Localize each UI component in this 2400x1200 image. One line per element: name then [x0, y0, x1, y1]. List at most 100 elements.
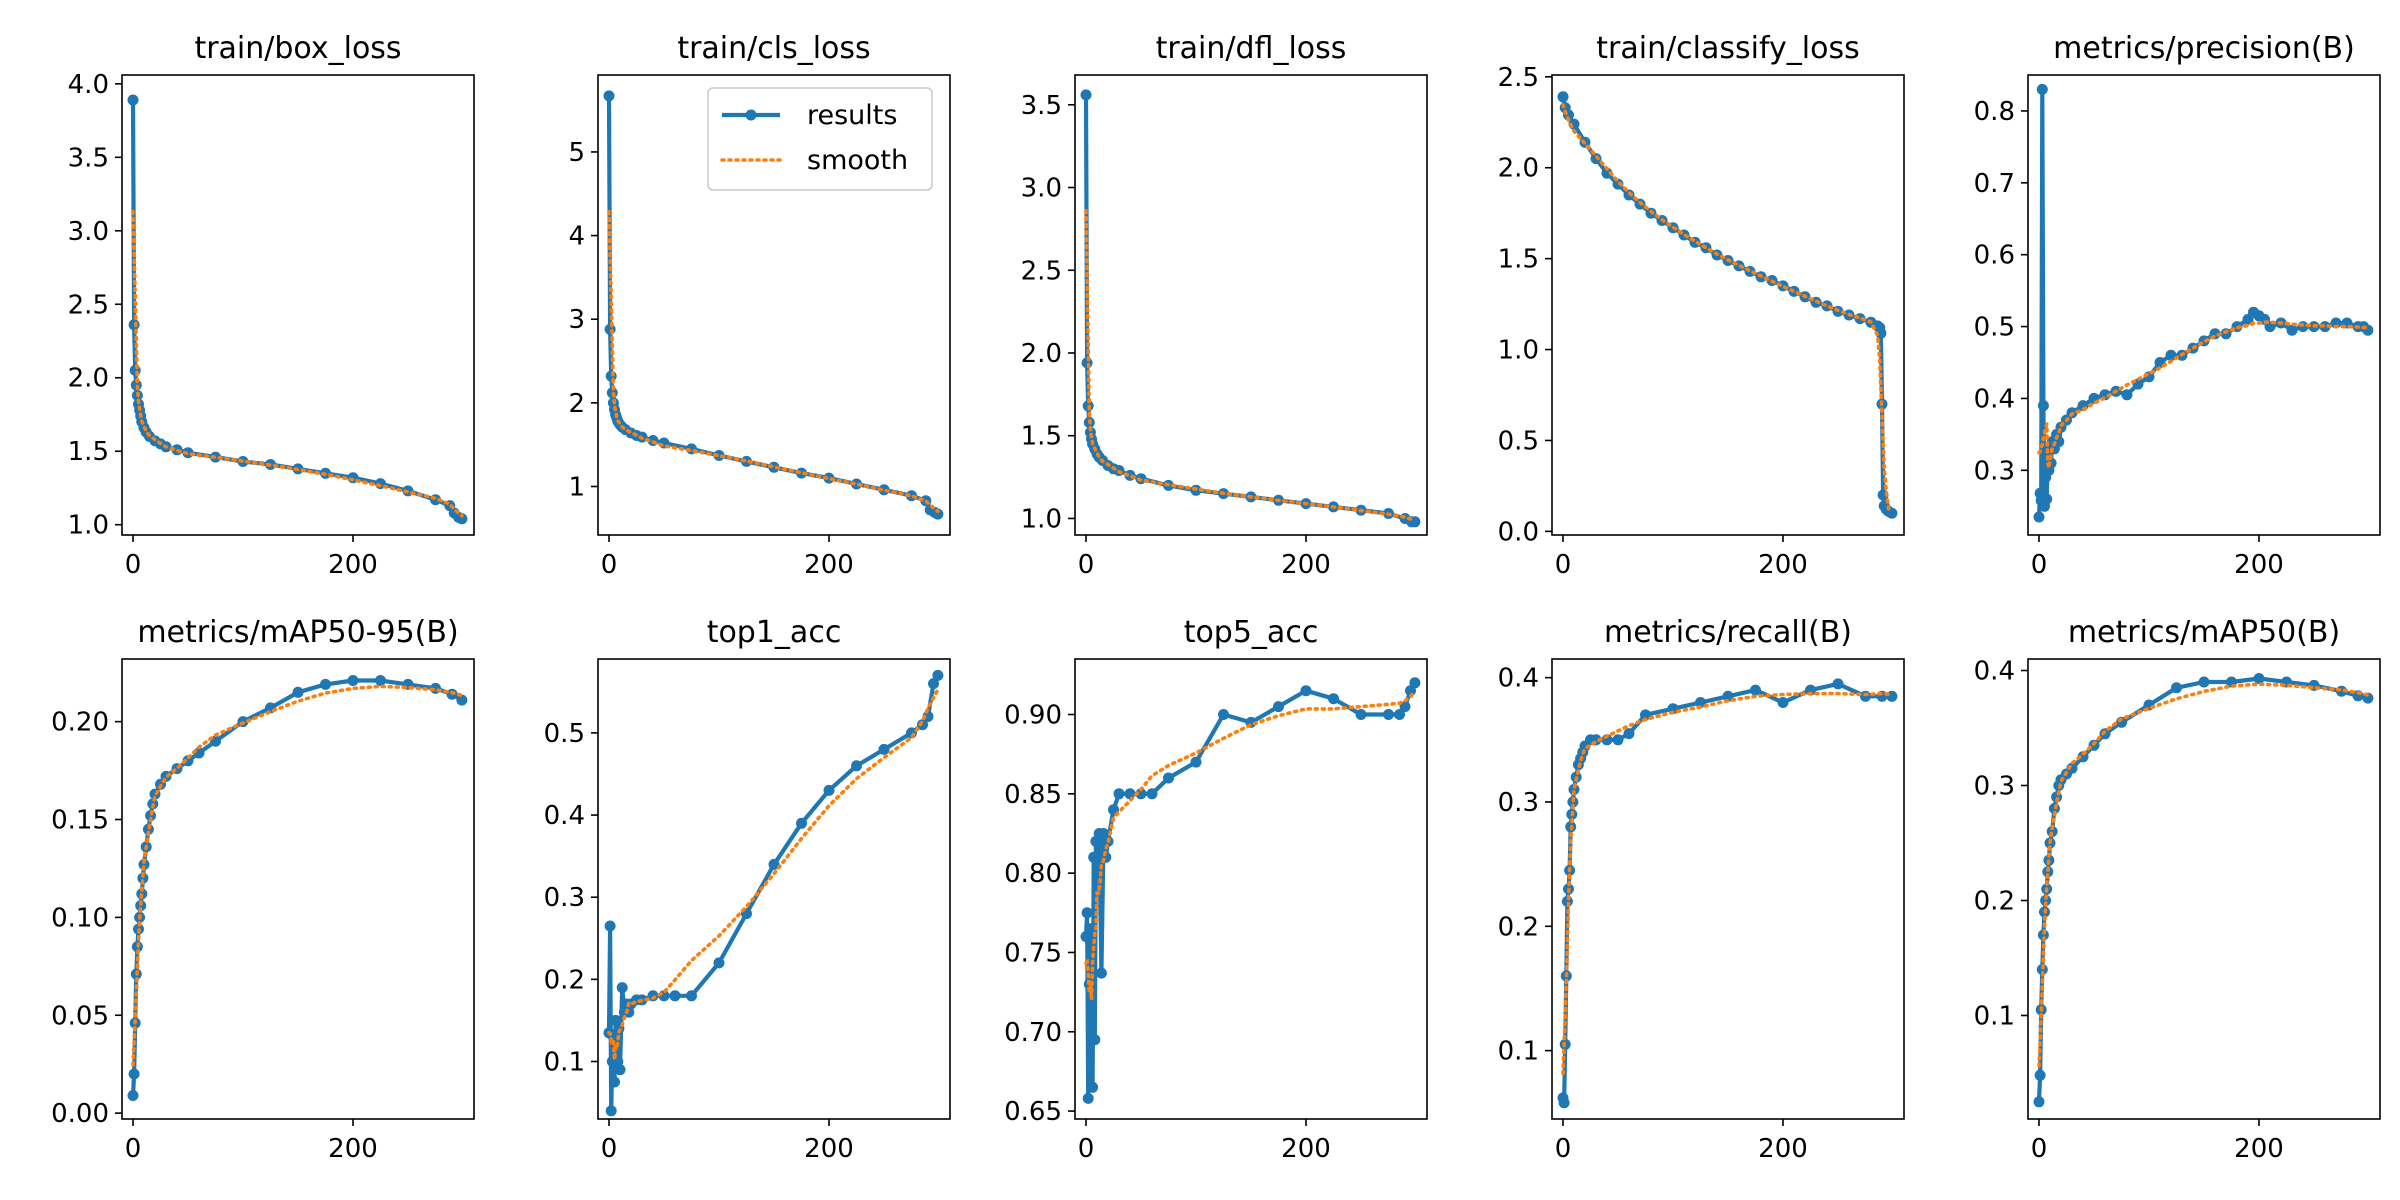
x-tick-label: 200: [2234, 1134, 2284, 1164]
y-tick-label: 2.0: [1021, 339, 1062, 369]
y-tick-label: 0.1: [1974, 1002, 2015, 1032]
results-point: [456, 513, 468, 525]
results-point: [2037, 400, 2049, 412]
results-point: [292, 686, 304, 698]
results-point: [1300, 685, 1312, 697]
results-point: [2041, 493, 2053, 505]
results-point: [604, 920, 616, 932]
subplot-4: metrics/precision(B) 0 200 0.3 0.4 0.5 0.6 0.7 0…: [1974, 31, 2381, 580]
legend-results-marker: [745, 109, 757, 121]
smooth-line: [1561, 691, 1894, 1076]
results-point: [851, 760, 862, 772]
legend: results smooth: [707, 87, 933, 191]
axes-frame: [1551, 74, 1905, 536]
x-tick-label: 0: [125, 1134, 142, 1164]
results-line: [1083, 92, 1418, 524]
results-point: [1135, 788, 1147, 800]
results-point: [1558, 1097, 1570, 1109]
subplot-title: train/cls_loss: [677, 31, 870, 66]
y-tick-label: 0.8: [1974, 97, 2015, 127]
results-line: [2036, 87, 2370, 520]
results-point: [2034, 1069, 2046, 1081]
y-tick-label: 1.5: [68, 437, 109, 467]
results-point: [616, 982, 628, 994]
x-tick-label: 0: [2031, 1134, 2048, 1164]
subplot-title: top1_acc: [707, 615, 842, 650]
results-point: [1568, 784, 1580, 795]
results-point: [1113, 788, 1125, 800]
subplot-8: metrics/recall(B) 0 200 0.1 0.2 0.3 0.4: [1498, 615, 1905, 1164]
smooth-line: [131, 684, 464, 1067]
x-tick-label: 200: [1281, 1134, 1331, 1164]
y-tick-label: 0.3: [1498, 788, 1539, 818]
results-line: [2036, 676, 2370, 1104]
y-tick-label: 1.0: [1498, 336, 1539, 366]
subplot-title: metrics/mAP50-95(B): [137, 615, 458, 650]
results-point: [932, 508, 944, 520]
subplot-9: metrics/mAP50(B) 0 200 0.1 0.2 0.3 0.4: [1974, 615, 2381, 1164]
y-tick-label: 0.05: [51, 1001, 109, 1031]
y-tick-label: 4.0: [68, 70, 109, 100]
results-point: [320, 678, 331, 690]
y-tick-label: 1.5: [1498, 245, 1539, 275]
results-point: [2036, 83, 2048, 95]
y-tick-label: 0.85: [1004, 780, 1062, 810]
smooth-line: [1084, 690, 1417, 1000]
results-point: [1163, 772, 1174, 784]
y-tick-label: 0.1: [544, 1048, 585, 1078]
results-point: [456, 694, 468, 706]
y-tick-label: 2.0: [1498, 154, 1539, 184]
smooth-line: [607, 687, 940, 1060]
y-tick-label: 2.5: [1021, 256, 1062, 286]
y-tick-label: 3: [568, 305, 585, 335]
subplot-title: train/dfl_loss: [1156, 31, 1347, 66]
results-line: [606, 673, 941, 1113]
results-point: [1875, 327, 1887, 339]
subplot-7: top5_acc 0 200 0.65 0.70 0.75 0.80 0.85 0.90: [1004, 615, 1428, 1164]
results-point: [614, 1064, 626, 1076]
results-point: [1089, 1034, 1101, 1046]
results-point: [1081, 907, 1093, 919]
y-tick-label: 0.4: [1498, 664, 1539, 694]
y-tick-label: 0.6: [1974, 241, 2015, 271]
results-point: [347, 675, 359, 686]
results-point: [2040, 895, 2052, 906]
legend-results-label: results: [807, 100, 897, 131]
results-point: [1328, 693, 1339, 705]
smooth-line: [131, 209, 464, 518]
x-tick-label: 200: [804, 1134, 854, 1164]
results-point: [713, 450, 725, 461]
results-point: [1399, 701, 1411, 713]
subplot-title: metrics/mAP50(B): [2068, 615, 2340, 650]
axes-frame: [1074, 74, 1428, 536]
y-tick-label: 0.3: [1974, 772, 2015, 802]
results-point: [605, 1105, 617, 1117]
results-line: [1560, 681, 1895, 1105]
results-point: [1777, 697, 1789, 708]
results-point: [1601, 167, 1613, 179]
axes-frame: [121, 658, 475, 1120]
y-tick-label: 0.3: [544, 883, 585, 913]
y-tick-label: 2.5: [1498, 63, 1539, 93]
results-point: [1832, 678, 1844, 690]
axes-frame: [597, 74, 951, 536]
y-tick-label: 0.20: [51, 708, 109, 738]
x-tick-label: 200: [1758, 550, 1808, 580]
axes-frame: [1551, 658, 1905, 1120]
axes-frame: [2027, 658, 2381, 1120]
subplot-title: top5_acc: [1184, 615, 1319, 650]
axes-frame: [1074, 658, 1428, 1120]
y-tick-label: 0.1: [1498, 1037, 1539, 1067]
results-point: [1146, 788, 1158, 800]
results-point: [1087, 1081, 1099, 1093]
results-point: [1612, 178, 1624, 190]
axes-frame: [597, 658, 951, 1120]
y-tick-label: 0.2: [544, 965, 585, 995]
y-tick-label: 2.5: [68, 290, 109, 320]
results-point: [1640, 709, 1651, 721]
results-point: [1095, 967, 1107, 979]
x-tick-label: 0: [125, 550, 142, 580]
y-tick-label: 0.15: [51, 806, 109, 836]
results-point: [2121, 389, 2133, 401]
